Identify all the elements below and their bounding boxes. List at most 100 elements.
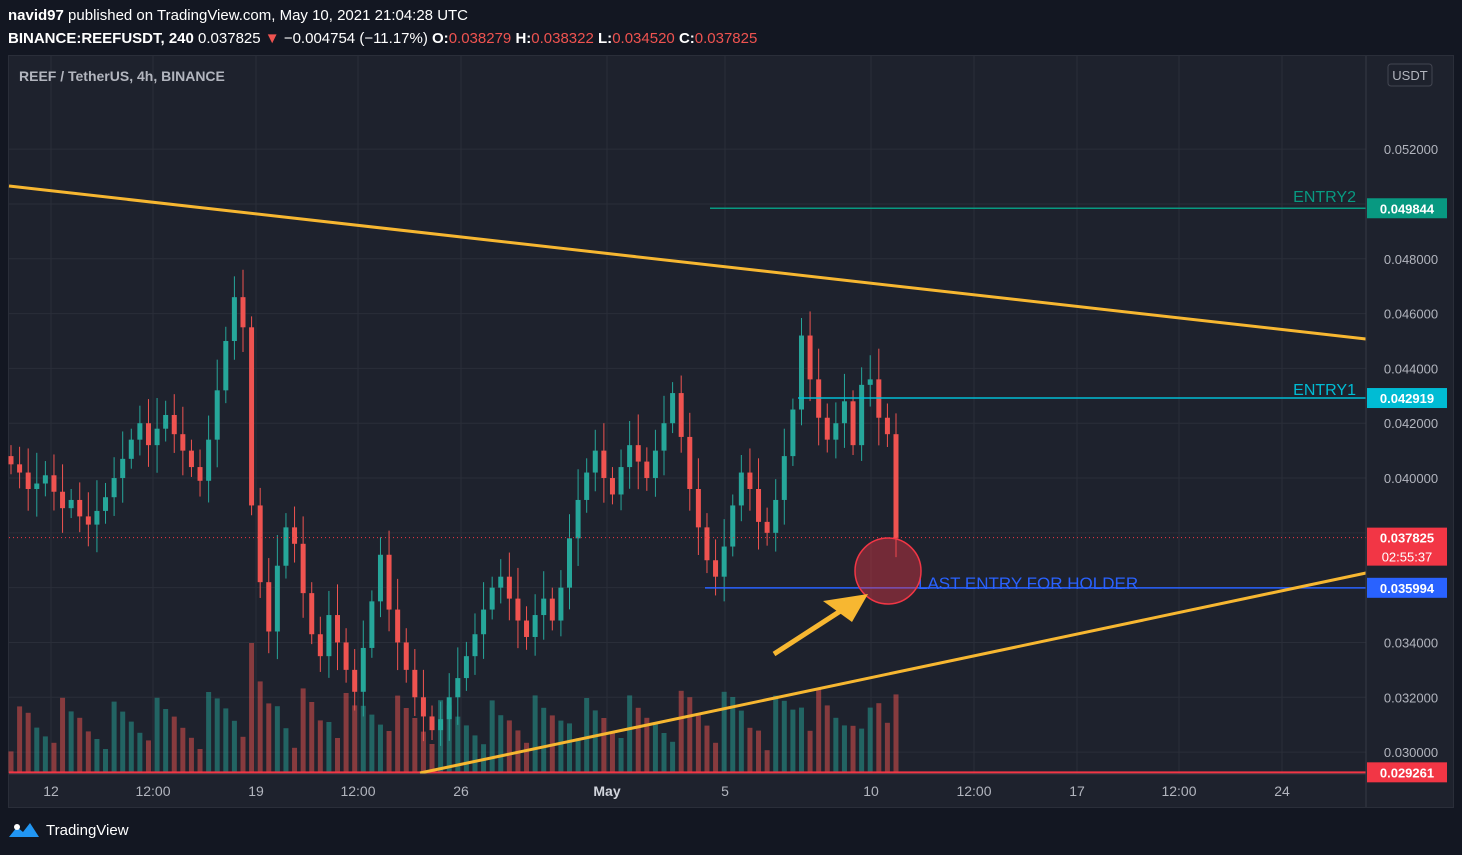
- candle-body: [524, 620, 530, 637]
- candle-body: [377, 554, 383, 602]
- publisher-name[interactable]: navid97: [8, 7, 64, 24]
- candle-body: [171, 415, 177, 435]
- candle-body: [695, 488, 701, 528]
- candle-body: [249, 327, 255, 506]
- candle-body: [180, 434, 186, 451]
- candle-body: [833, 423, 839, 440]
- volume-bar: [575, 738, 581, 773]
- volume-bar: [833, 717, 839, 773]
- candle-body: [103, 497, 109, 511]
- price-label-text: 0.042919: [1380, 391, 1434, 406]
- volume-bar: [137, 732, 143, 773]
- candle-body: [867, 379, 873, 385]
- level-label: ENTRY1: [1293, 382, 1356, 399]
- candle-body: [481, 609, 487, 635]
- price-label-box: [1367, 762, 1447, 783]
- volume-bar: [704, 725, 710, 773]
- volume-bar: [8, 751, 14, 773]
- candle-body: [438, 719, 444, 731]
- level-label: LAST ENTRY FOR HOLDER: [918, 574, 1138, 593]
- candle-body: [730, 505, 736, 547]
- candle-body: [541, 598, 547, 616]
- candle-body: [188, 450, 194, 468]
- volume-bar: [807, 730, 813, 773]
- candle-body: [17, 464, 23, 473]
- price-tick-label: 0.048000: [1384, 252, 1438, 267]
- volume-bar: [266, 703, 272, 773]
- price-label-text: 0.049844: [1380, 201, 1435, 216]
- publish-info: published on TradingView.com, May 10, 20…: [68, 7, 469, 24]
- candle-body: [34, 483, 40, 489]
- close-label: C:: [678, 30, 695, 47]
- price-tick-label: 0.046000: [1384, 307, 1438, 322]
- candle-body: [670, 393, 676, 424]
- volume-bar: [463, 725, 469, 773]
- currency-badge[interactable]: [1387, 63, 1433, 87]
- time-tick-label: 12:00: [135, 783, 170, 799]
- volume-bar: [773, 695, 779, 773]
- volume-bar: [661, 733, 667, 773]
- candle-body: [558, 587, 564, 621]
- candle-body: [807, 335, 813, 380]
- candle-body: [42, 475, 48, 484]
- volume-bar: [738, 710, 744, 773]
- footer-brand[interactable]: TradingView: [8, 820, 129, 840]
- chart-title: REEF / TetherUS, 4h, BINANCE: [19, 68, 225, 84]
- high-value: 0.038322: [531, 30, 594, 47]
- volume-bar: [420, 731, 426, 773]
- chart-panel[interactable]: [8, 55, 1454, 808]
- volume-bar: [94, 739, 100, 773]
- volume-bar: [292, 747, 298, 773]
- volume-bar: [403, 708, 409, 773]
- candle-body: [300, 543, 306, 594]
- volume-bar: [695, 713, 701, 773]
- open-label: O:: [432, 30, 449, 47]
- candle-body: [386, 554, 392, 610]
- publish-line: navid97 published on TradingView.com, Ma…: [8, 7, 468, 24]
- low-value: 0.034520: [612, 30, 675, 47]
- candle-body: [111, 478, 117, 498]
- candle-body: [343, 642, 349, 670]
- candle-body: [618, 467, 624, 495]
- time-tick-label: 24: [1274, 783, 1290, 799]
- price-label-text: 0.035994: [1380, 581, 1435, 596]
- candle-body: [403, 642, 409, 670]
- volume-bar: [627, 695, 633, 773]
- volume-bar: [867, 707, 873, 773]
- candle-body: [446, 697, 452, 720]
- volume-bar: [60, 697, 66, 773]
- volume-bar: [317, 720, 323, 773]
- candle-body: [781, 456, 787, 500]
- current-price-box: [1367, 527, 1447, 566]
- grid: [9, 56, 1366, 774]
- volume-bar: [283, 728, 289, 773]
- low-label: L:: [598, 30, 613, 47]
- volume-bar: [68, 711, 74, 773]
- time-tick-label: 26: [453, 783, 469, 799]
- candle-body: [893, 434, 899, 539]
- volume-bar: [798, 707, 804, 773]
- candle-body: [360, 647, 366, 692]
- volume-bar: [532, 695, 538, 773]
- price-tick-label: 0.042000: [1384, 416, 1438, 431]
- volume-bar: [85, 731, 91, 773]
- candle-body: [154, 428, 160, 446]
- trendline-upper: [8, 184, 1367, 341]
- volume-bar: [188, 737, 194, 773]
- volume-bar: [360, 705, 366, 773]
- candle-body: [506, 576, 512, 599]
- volume-bar: [214, 698, 220, 773]
- candle-body: [25, 472, 31, 489]
- candle-body: [721, 546, 727, 577]
- time-tick-label: 5: [721, 783, 729, 799]
- candle-body: [644, 461, 650, 479]
- volume-bars: [8, 643, 899, 773]
- candle-body: [738, 472, 744, 506]
- price-tick-label: 0.030000: [1384, 745, 1438, 760]
- candle-body: [292, 527, 298, 544]
- candle-body: [472, 634, 478, 657]
- time-axis: 12 12:00 19 12:00 26 May 5 10 12:00 17 12:00 24: [43, 783, 1290, 799]
- volume-bar: [618, 738, 624, 773]
- candle-body: [884, 417, 890, 435]
